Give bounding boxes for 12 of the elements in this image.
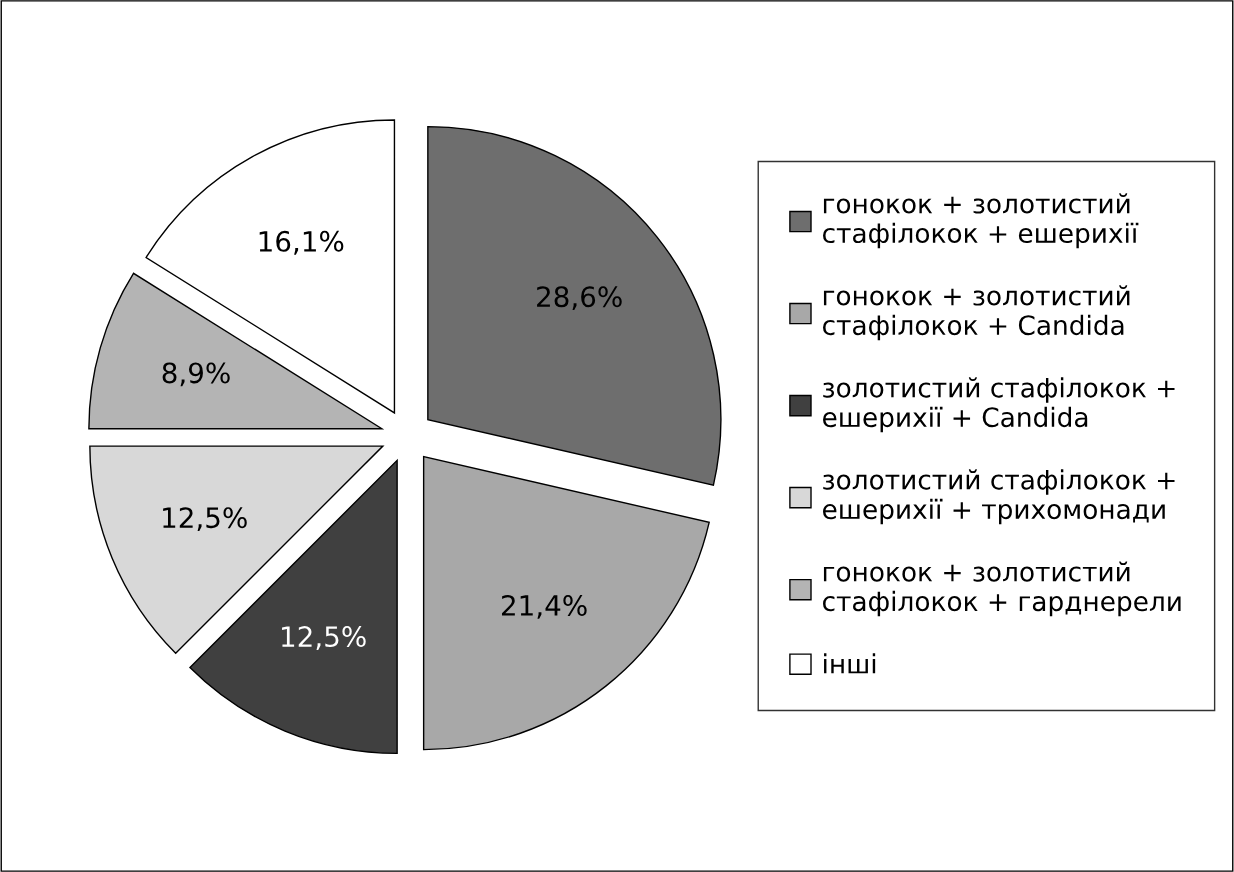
data-label: 12,5% [163,507,247,531]
legend-label: гонокок + золотистий стафілокок + Candida [823,285,1130,341]
data-label: 21,4% [501,594,587,619]
data-label: 28,6% [537,286,622,311]
legend-label: інші [824,653,876,674]
data-label: 16,1% [259,230,344,255]
legend-label: золотистий стафілокок + ешерихії + Candida [823,377,1175,433]
legend-label: золотистий стафілокок + ешерихії + трихомонади [823,469,1175,525]
legend-label: гонокок + золотистий стафілокок + гарднерели [823,561,1181,617]
legend-label: гонокок + золотистий стафілокок + ешерихії [823,193,1139,249]
data-label: 8,9% [162,362,230,387]
data-label: 12,5% [282,626,366,650]
